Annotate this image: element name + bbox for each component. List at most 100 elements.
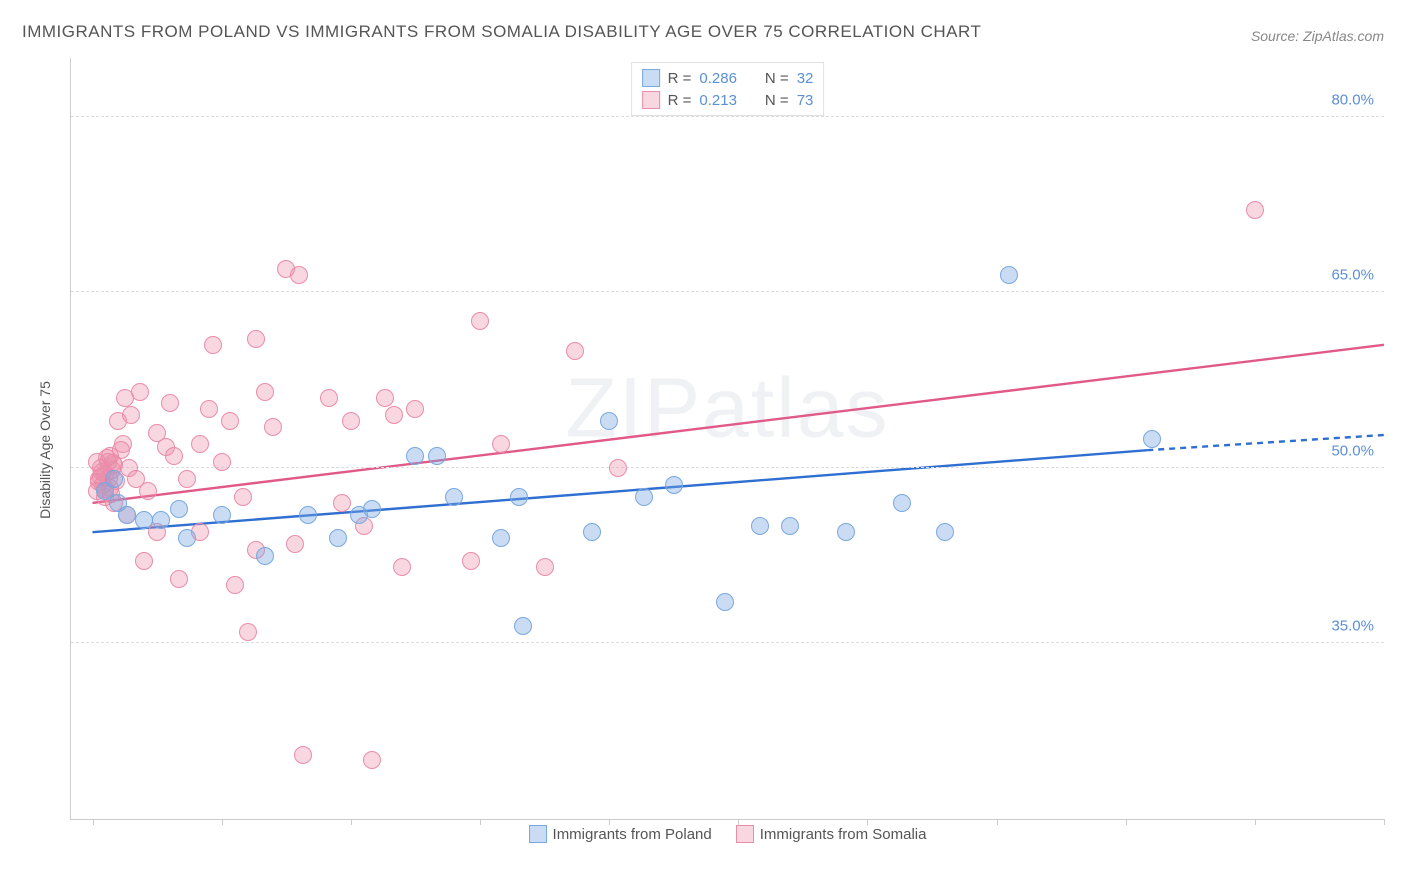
x-tick — [480, 819, 481, 825]
scatter-point-somalia — [256, 383, 274, 401]
scatter-point-somalia — [462, 552, 480, 570]
scatter-point-somalia — [200, 400, 218, 418]
legend-stats-box: R = 0.286 N = 32 R = 0.213 N = 73 — [631, 62, 825, 116]
scatter-point-somalia — [342, 412, 360, 430]
scatter-point-somalia — [213, 453, 231, 471]
stat-n-label: N = — [765, 92, 789, 109]
scatter-point-poland — [118, 506, 136, 524]
legend-stats-row: R = 0.213 N = 73 — [642, 89, 814, 111]
scatter-point-somalia — [471, 312, 489, 330]
scatter-point-poland — [256, 547, 274, 565]
scatter-point-somalia — [406, 400, 424, 418]
legend-series-label: Immigrants from Somalia — [760, 826, 927, 843]
scatter-point-somalia — [247, 330, 265, 348]
scatter-point-poland — [299, 506, 317, 524]
stat-r-label: R = — [668, 70, 692, 87]
x-tick — [93, 819, 94, 825]
legend-swatch — [642, 69, 660, 87]
scatter-point-somalia — [178, 470, 196, 488]
gridline — [71, 467, 1384, 468]
scatter-point-somalia — [112, 441, 130, 459]
scatter-point-poland — [781, 517, 799, 535]
gridline — [71, 642, 1384, 643]
scatter-point-somalia — [492, 435, 510, 453]
scatter-point-poland — [406, 447, 424, 465]
scatter-point-somalia — [120, 459, 138, 477]
scatter-point-poland — [135, 511, 153, 529]
scatter-point-poland — [152, 511, 170, 529]
x-tick — [1126, 819, 1127, 825]
scatter-point-somalia — [122, 406, 140, 424]
scatter-point-somalia — [286, 535, 304, 553]
scatter-point-poland — [329, 529, 347, 547]
scatter-point-somalia — [170, 570, 188, 588]
scatter-point-somalia — [234, 488, 252, 506]
scatter-point-somalia — [333, 494, 351, 512]
scatter-point-somalia — [1246, 201, 1264, 219]
y-tick-label: 65.0% — [1331, 267, 1374, 284]
x-tick — [997, 819, 998, 825]
scatter-point-somalia — [226, 576, 244, 594]
scatter-point-somalia — [376, 389, 394, 407]
gridline — [71, 291, 1384, 292]
scatter-point-poland — [665, 476, 683, 494]
scatter-point-poland — [105, 470, 123, 488]
trend-lines-svg — [71, 58, 1384, 819]
scatter-point-somalia — [363, 751, 381, 769]
stat-r-value: 0.286 — [699, 70, 737, 87]
scatter-point-poland — [510, 488, 528, 506]
scatter-point-poland — [213, 506, 231, 524]
scatter-point-somalia — [536, 558, 554, 576]
chart-title: IMMIGRANTS FROM POLAND VS IMMIGRANTS FRO… — [22, 22, 981, 42]
scatter-point-poland — [492, 529, 510, 547]
scatter-point-poland — [716, 593, 734, 611]
scatter-point-poland — [893, 494, 911, 512]
legend-swatch — [642, 91, 660, 109]
trend-line-somalia — [93, 345, 1384, 503]
scatter-point-somalia — [191, 435, 209, 453]
watermark: ZIPatlas — [565, 360, 889, 457]
x-tick — [1255, 819, 1256, 825]
scatter-point-somalia — [131, 383, 149, 401]
x-tick — [609, 819, 610, 825]
stat-r-label: R = — [668, 92, 692, 109]
scatter-point-poland — [936, 523, 954, 541]
scatter-point-poland — [178, 529, 196, 547]
scatter-point-somalia — [320, 389, 338, 407]
scatter-point-poland — [363, 500, 381, 518]
y-axis-label: Disability Age Over 75 — [37, 381, 53, 519]
legend-series: Immigrants from Poland Immigrants from So… — [529, 825, 927, 843]
scatter-point-poland — [583, 523, 601, 541]
stat-n-value: 32 — [797, 70, 814, 87]
scatter-point-poland — [751, 517, 769, 535]
scatter-point-somalia — [139, 482, 157, 500]
x-tick — [1384, 819, 1385, 825]
scatter-point-somalia — [294, 746, 312, 764]
scatter-point-poland — [445, 488, 463, 506]
x-tick — [867, 819, 868, 825]
y-tick-label: 80.0% — [1331, 91, 1374, 108]
scatter-point-poland — [635, 488, 653, 506]
scatter-point-somalia — [135, 552, 153, 570]
scatter-point-somalia — [221, 412, 239, 430]
legend-swatch — [736, 825, 754, 843]
stat-n-label: N = — [765, 70, 789, 87]
y-tick-label: 50.0% — [1331, 442, 1374, 459]
x-tick — [222, 819, 223, 825]
stat-n-value: 73 — [797, 92, 814, 109]
stat-r-value: 0.213 — [699, 92, 737, 109]
x-tick — [351, 819, 352, 825]
scatter-point-somalia — [393, 558, 411, 576]
legend-series-label: Immigrants from Poland — [553, 826, 712, 843]
scatter-point-somalia — [264, 418, 282, 436]
scatter-point-poland — [1143, 430, 1161, 448]
scatter-point-poland — [1000, 266, 1018, 284]
chart-container: IMMIGRANTS FROM POLAND VS IMMIGRANTS FRO… — [0, 0, 1406, 892]
gridline — [71, 116, 1384, 117]
scatter-point-poland — [837, 523, 855, 541]
plot-region: ZIPatlas R =0.286N =32R =0.213N =73 Immi… — [70, 58, 1384, 820]
legend-series-item: Immigrants from Poland — [529, 825, 712, 843]
scatter-point-somalia — [566, 342, 584, 360]
scatter-point-poland — [514, 617, 532, 635]
source-attribution: Source: ZipAtlas.com — [1251, 28, 1384, 44]
